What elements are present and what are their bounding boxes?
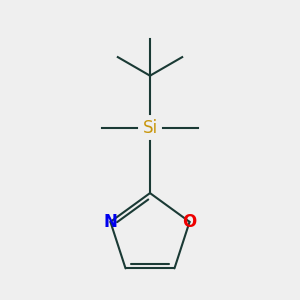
Text: O: O	[182, 213, 197, 231]
Text: Si: Si	[142, 119, 158, 137]
Text: N: N	[103, 213, 117, 231]
